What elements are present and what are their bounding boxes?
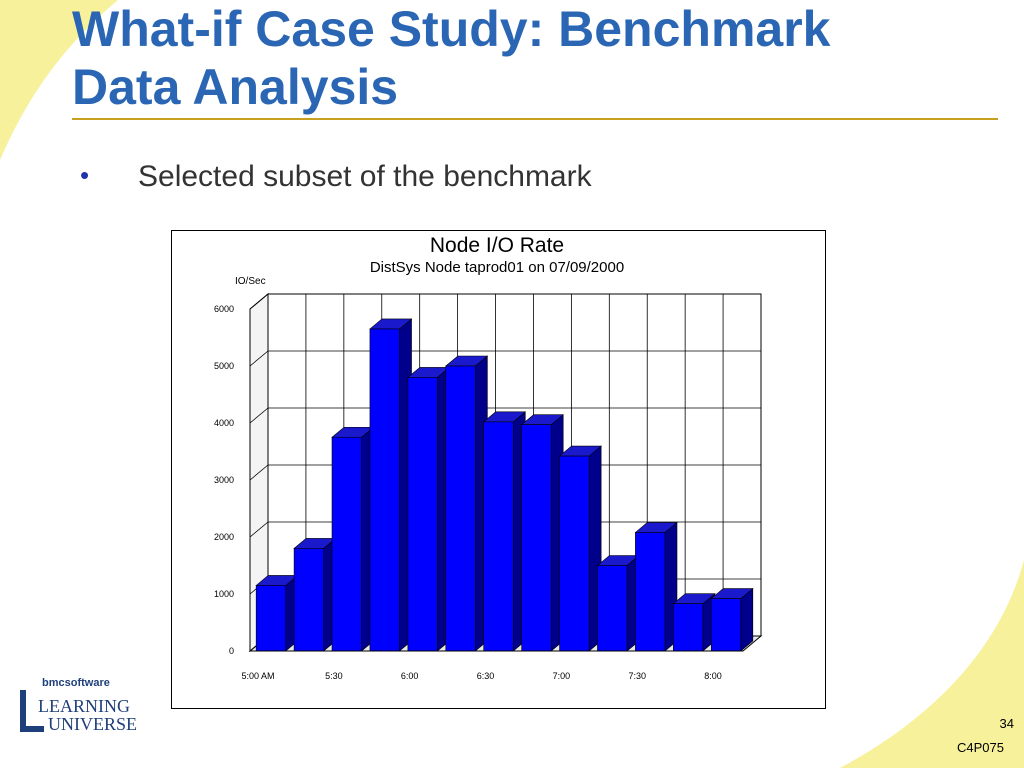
bar-front: [521, 424, 552, 652]
bar-front: [331, 436, 362, 652]
chart-subtitle: DistSys Node taprod01 on 07/09/2000: [370, 259, 624, 276]
x-tick-label: 5:30: [325, 671, 343, 681]
y-tick-label: 4000: [214, 418, 234, 428]
slide-title: What-if Case Study: Benchmark Data Analy…: [72, 0, 972, 116]
bar: [293, 537, 337, 652]
y-gridline-side: [249, 464, 269, 481]
title-line-1: What-if Case Study: Benchmark: [72, 1, 831, 57]
page-number: 34: [999, 716, 1014, 731]
bar-front: [445, 365, 476, 652]
top-left-yellow-swoosh: [0, 0, 118, 160]
bar: [558, 445, 602, 652]
x-tick-label: 5:00 AM: [241, 671, 274, 681]
bar: [255, 574, 299, 652]
y-tick-label: 0: [229, 646, 234, 656]
x-tick-label: 6:30: [477, 671, 495, 681]
bar: [596, 554, 640, 652]
y-axis-label: IO/Sec: [235, 276, 266, 287]
course-code: C4P075: [957, 740, 1004, 755]
bar: [672, 593, 716, 652]
bar: [520, 414, 565, 652]
bar-front: [293, 548, 324, 652]
bar-front: [673, 603, 704, 652]
y-tick-label: 6000: [214, 304, 234, 314]
y-gridline-side: [249, 521, 269, 538]
node-io-rate-chart: Node I/O Rate DistSys Node taprod01 on 0…: [171, 230, 826, 709]
y-gridline-side: [249, 293, 269, 310]
y-tick-label: 1000: [214, 589, 234, 599]
bar-front: [369, 328, 400, 652]
x-tick-label: 7:30: [628, 671, 646, 681]
bar-front: [597, 565, 628, 652]
bar: [444, 355, 489, 652]
y-tick-label: 5000: [214, 361, 234, 371]
chart-title: Node I/O Rate: [430, 234, 564, 257]
learning-universe-logo: bmcsoftware LEARNING UNIVERSE: [20, 677, 137, 734]
bar: [331, 426, 375, 652]
title-line-2: Data Analysis: [72, 59, 399, 115]
logo-l-mark: [20, 690, 26, 732]
bar-front: [483, 421, 514, 652]
title-underline: [72, 118, 998, 120]
bar-front: [559, 455, 590, 652]
bottom-right-yellow-swoosh: [840, 560, 1024, 768]
bar: [407, 366, 451, 652]
bar: [369, 318, 413, 652]
bar-front: [710, 598, 742, 652]
y-tick-label: 3000: [214, 475, 234, 485]
bar-front: [407, 377, 438, 652]
x-tick-label: 8:00: [704, 671, 722, 681]
bar: [634, 521, 678, 652]
x-tick-label: 7:00: [553, 671, 571, 681]
bar-front: [255, 585, 287, 652]
bar-side: [740, 587, 754, 652]
y-gridline-side: [249, 350, 269, 367]
bar: [710, 587, 754, 652]
plot-area: 0 1000 2000 3000 4000 5000 6000 5:00 AM 5:30 6:00…: [214, 292, 763, 681]
logo-brand: bmcsoftware: [42, 677, 110, 689]
bullet-marker: •: [80, 160, 90, 190]
y-tick-label: 2000: [214, 532, 234, 542]
bullet-text: Selected subset of the benchmark: [138, 160, 592, 193]
logo-line-1: LEARNING: [38, 696, 130, 716]
x-tick-label: 6:00: [401, 671, 419, 681]
bar-front: [635, 532, 666, 652]
logo-line-2: UNIVERSE: [48, 714, 137, 734]
y-gridline-side: [249, 407, 269, 424]
bar: [482, 411, 527, 652]
